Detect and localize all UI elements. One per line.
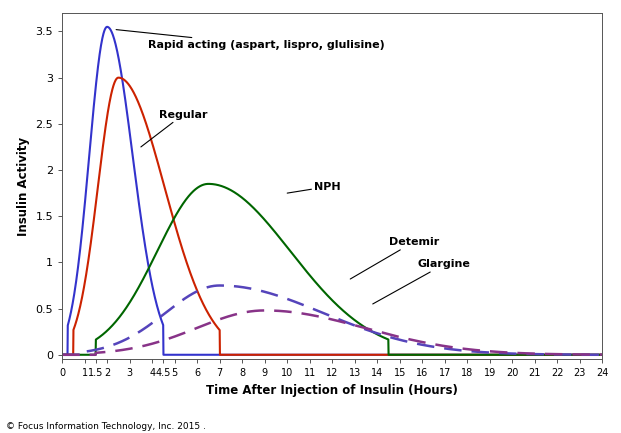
Text: Glargine: Glargine (373, 259, 471, 304)
Text: NPH: NPH (287, 182, 341, 193)
Text: Detemir: Detemir (350, 237, 439, 279)
Text: Rapid acting (aspart, lispro, glulisine): Rapid acting (aspart, lispro, glulisine) (116, 29, 384, 50)
Text: Regular: Regular (141, 110, 207, 147)
Text: © Focus Information Technology, Inc. 2015 .: © Focus Information Technology, Inc. 201… (6, 422, 206, 431)
X-axis label: Time After Injection of Insulin (Hours): Time After Injection of Insulin (Hours) (206, 384, 458, 397)
Y-axis label: Insulin Activity: Insulin Activity (17, 137, 30, 236)
